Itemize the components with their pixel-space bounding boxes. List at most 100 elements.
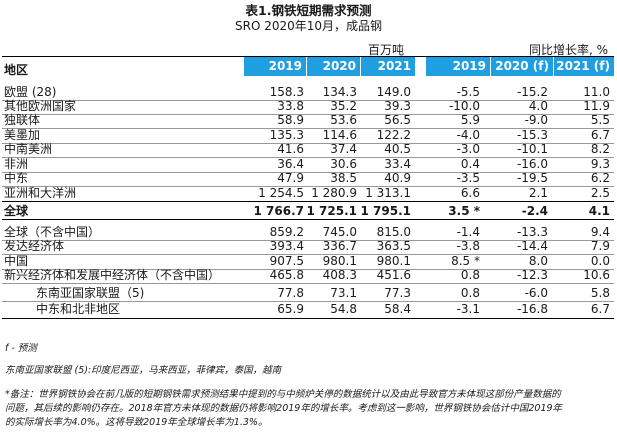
table-row: 欧盟 (28) 158.3 134.3 149.0 -5.5 -15.2 11.0 [2, 86, 614, 99]
table-row: 中南美洲 41.6 37.4 40.5 -3.0 -10.1 8.2 [2, 143, 614, 156]
cell-volume-2021f: 56.5 [384, 113, 411, 127]
cell-volume-2019: 33.8 [277, 99, 304, 113]
footnote-asean: 东南亚国家联盟 (5):印度尼西亚，马来西亚，菲律宾，泰国，越南 [5, 365, 282, 376]
cell-growth-2021f: 9.4 [590, 225, 610, 239]
unit-label-volume: 百万吨 [368, 43, 405, 57]
cell-growth-2020f: -16.0 [516, 157, 548, 171]
cell-growth-2020f: -10.1 [516, 142, 548, 156]
cell-volume-2021f: 363.5 [376, 239, 411, 253]
row-label: 中东和北非地区 [36, 302, 121, 316]
cell-volume-2021f: 149.0 [376, 85, 411, 99]
table-row: 发达经济体 393.4 336.7 363.5 -3.8 -14.4 7.9 [2, 240, 614, 253]
cell-volume-2021f: 58.4 [384, 302, 411, 316]
row-divider [2, 240, 614, 241]
cell-growth-2021f: 2.5 [590, 186, 610, 200]
table-row: 东南亚国家联盟（5) 77.8 73.1 77.3 0.8 -6.0 5.8 [2, 287, 614, 300]
footnote-note-line-3: 的实际增长率为4.0%。这将导致2019年全球增长率为1.3%。 [5, 417, 268, 428]
cell-growth-2019: -3.0 [456, 142, 480, 156]
cell-volume-2021f: 77.3 [384, 286, 411, 300]
cell-volume-2019: 465.8 [269, 268, 304, 282]
cell-volume-2019: 1 766.7 [253, 204, 304, 218]
cell-volume-2020f: 1 725.1 [306, 204, 357, 218]
cell-volume-2019: 393.4 [269, 239, 304, 253]
cell-growth-2020f: 2.1 [528, 186, 548, 200]
cell-growth-2019: 0.8 [460, 268, 480, 282]
header-col-growth-2021f: 2021 (f) [554, 57, 614, 76]
table-row: 中东和北非地区 65.9 54.8 58.4 -3.1 -16.8 6.7 [2, 303, 614, 316]
row-label: 全球（不含中国） [4, 225, 101, 239]
table-bottom-rule [2, 318, 614, 319]
cell-volume-2021f: 1 313.1 [365, 186, 411, 200]
cell-volume-2021f: 39.3 [384, 99, 411, 113]
cell-growth-2020f: -6.0 [524, 286, 548, 300]
cell-volume-2020f: 54.8 [330, 302, 357, 316]
cell-volume-2020f: 30.6 [330, 157, 357, 171]
row-label: 发达经济体 [4, 239, 65, 253]
cell-volume-2020f: 134.3 [322, 85, 357, 99]
footnote-forecast: f - 预测 [5, 343, 37, 354]
header-region: 地区 [4, 63, 29, 77]
cell-volume-2020f: 114.6 [322, 128, 357, 142]
table-row: 新兴经济体和发展中经济体（不含中国） 465.8 408.3 451.6 0.8 -12.… [2, 269, 614, 282]
table-row: 非洲 36.4 30.6 33.4 0.4 -16.0 9.3 [2, 158, 614, 171]
cell-growth-2020f: 8.0 [528, 254, 548, 268]
cell-growth-2020f: -16.8 [516, 302, 548, 316]
cell-growth-2019: -3.5 [456, 171, 480, 185]
cell-growth-2019: 5.9 [460, 113, 480, 127]
row-divider [2, 283, 614, 284]
row-divider [2, 143, 614, 144]
cell-volume-2020f: 408.3 [322, 268, 357, 282]
cell-volume-2019: 907.5 [269, 254, 304, 268]
cell-volume-2019: 58.9 [277, 113, 304, 127]
table-row: 全球 1 766.7 1 725.1 1 795.1 3.5 * -2.4 4.1 [2, 205, 614, 218]
cell-growth-2019: 8.5 * [451, 254, 480, 268]
footnote-note-line-1: *备注：世界钢铁协会在前几版的短期钢铁需求预测结果中提到的与中频炉关停的数据统计… [5, 389, 561, 400]
table-row: 中东 47.9 38.5 40.9 -3.5 -19.5 6.2 [2, 172, 614, 185]
cell-growth-2021f: 6.7 [590, 302, 610, 316]
cell-growth-2021f: 5.8 [590, 286, 610, 300]
cell-growth-2020f: -15.3 [516, 128, 548, 142]
cell-volume-2019: 65.9 [277, 302, 304, 316]
row-divider [2, 269, 614, 270]
cell-growth-2021f: 6.2 [590, 171, 610, 185]
table-row: 独联体 58.9 53.6 56.5 5.9 -9.0 5.5 [2, 114, 614, 127]
cell-growth-2019: -3.8 [456, 239, 480, 253]
cell-growth-2021f: 9.3 [590, 157, 610, 171]
page-title: 表1.钢铁短期需求预测 [245, 3, 372, 18]
cell-growth-2021f: 4.1 [588, 204, 610, 218]
row-divider [2, 172, 614, 173]
cell-volume-2020f: 53.6 [330, 113, 357, 127]
cell-volume-2020f: 336.7 [322, 239, 357, 253]
cell-volume-2020f: 35.2 [330, 99, 357, 113]
cell-volume-2020f: 73.1 [330, 286, 357, 300]
cell-growth-2019: 6.6 [460, 186, 480, 200]
row-label: 美墨加 [4, 128, 41, 142]
cell-volume-2019: 158.3 [269, 85, 304, 99]
row-label: 全球 [4, 204, 29, 218]
cell-volume-2020f: 745.0 [322, 225, 357, 239]
cell-volume-2020f: 38.5 [330, 171, 357, 185]
cell-volume-2021f: 451.6 [376, 268, 411, 282]
cell-volume-2021f: 815.0 [376, 225, 411, 239]
cell-volume-2019: 41.6 [277, 142, 304, 156]
header-col-volume-2020f: 2020 (f) [307, 57, 360, 92]
cell-volume-2021f: 40.9 [384, 171, 411, 185]
footnote-note-line-2: 问题，其后续的影响仍存在。2018年官方未体现的数据仍将影响2019年的增长率。… [5, 403, 563, 414]
cell-growth-2019: 0.8 [460, 286, 480, 300]
cell-growth-2020f: -19.5 [516, 171, 548, 185]
cell-volume-2021f: 980.1 [376, 254, 411, 268]
row-label: 东南亚国家联盟（5) [36, 286, 145, 300]
cell-growth-2020f: -2.4 [521, 204, 548, 218]
cell-volume-2019: 77.8 [277, 286, 304, 300]
row-label: 新兴经济体和发展中经济体（不含中国） [4, 268, 221, 282]
cell-growth-2020f: 4.0 [528, 99, 548, 113]
cell-volume-2020f: 980.1 [322, 254, 357, 268]
header-col-growth-2019: 2019 [426, 57, 490, 76]
cell-volume-2019: 135.3 [269, 128, 304, 142]
header-col-growth-2020f: 2020 (f) [491, 57, 553, 76]
cell-growth-2020f: -9.0 [524, 113, 548, 127]
cell-growth-2020f: -14.4 [516, 239, 548, 253]
section-rule [2, 201, 614, 202]
cell-volume-2019: 47.9 [277, 171, 304, 185]
cell-volume-2019: 859.2 [269, 225, 304, 239]
